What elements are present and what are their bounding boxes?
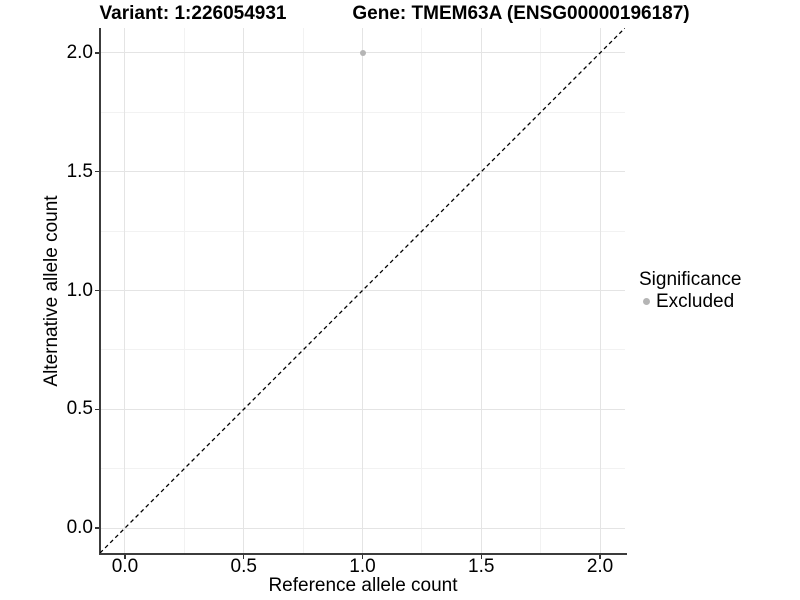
y-tick-mark (94, 408, 99, 410)
x-axis-line (99, 553, 627, 555)
x-tick-label: 0.0 (111, 556, 139, 577)
y-tick-label: 0.0 (66, 517, 93, 539)
major-gridline-horizontal (100, 527, 625, 529)
y-tick-mark (94, 289, 99, 292)
major-gridline-horizontal (100, 408, 625, 410)
y-tick-mark (94, 171, 99, 173)
x-tick-mark (124, 554, 126, 559)
x-tick-label: 1.5 (468, 556, 495, 577)
x-tick-mark (599, 554, 601, 559)
y-tick-mark (94, 52, 99, 54)
x-tick-label: 2.0 (586, 556, 614, 577)
y-tick-label: 1.0 (66, 279, 93, 301)
x-tick-label: 1.0 (349, 556, 376, 577)
data-point (359, 49, 366, 56)
x-axis-title: Reference allele count (268, 575, 458, 596)
y-axis-line (99, 28, 101, 555)
legend-point-icon (643, 298, 650, 305)
x-tick-mark (361, 554, 364, 559)
x-tick-mark (480, 554, 482, 559)
y-tick-label: 0.5 (66, 398, 93, 420)
major-gridline-horizontal (100, 171, 625, 173)
legend: Significance Excluded (639, 269, 741, 312)
legend-entries: Excluded (639, 291, 741, 312)
y-tick-label: 1.5 (66, 160, 93, 182)
identity-dashed-line (100, 28, 625, 553)
legend-entry-label: Excluded (656, 290, 735, 312)
y-tick-label: 2.0 (66, 41, 93, 63)
legend-title: Significance (639, 269, 742, 290)
y-tick-mark (94, 527, 99, 529)
plot-panel (100, 28, 625, 553)
x-tick-label: 0.5 (230, 556, 257, 577)
plot-title-gene: Gene: TMEM63A (ENSG00000196187) (352, 3, 690, 24)
x-tick-mark (243, 554, 245, 559)
identity-line-layer (100, 28, 625, 553)
plot-title-variant: Variant: 1:226054931 (99, 3, 287, 24)
major-gridline-horizontal (100, 290, 625, 291)
legend-entry: Excluded (639, 291, 741, 312)
